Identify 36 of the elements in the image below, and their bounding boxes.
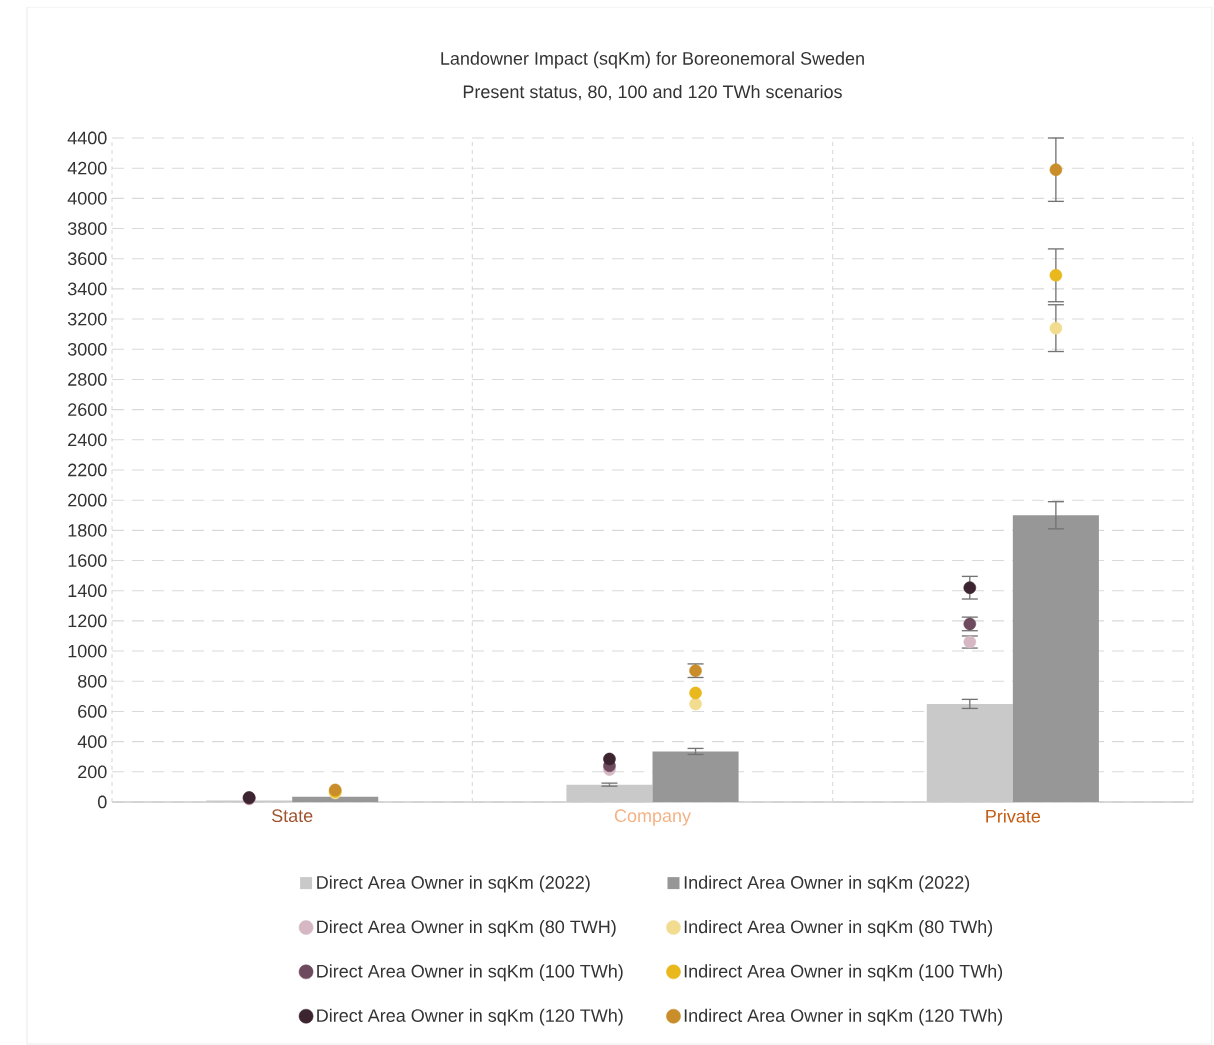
x-tick-label: Private (986, 809, 1041, 823)
y-tick-label: 4000 (67, 191, 107, 205)
y-tick-label: 3200 (67, 312, 107, 326)
y-tick-label: 0 (97, 795, 107, 809)
chart-subtitle: Present status, 80, 100 and 120 TWh scenarios (463, 84, 842, 101)
y-tick-label: 4200 (67, 161, 107, 175)
y-tick-label: 200 (78, 765, 107, 779)
legend-label: Direct Area Owner in sqKm (80 TWH) (317, 919, 616, 937)
legend-label: Indirect Area Owner in sqKm (80 TWh) (684, 919, 993, 937)
y-tick-label: 800 (78, 674, 107, 688)
y-tick-label: 4400 (67, 131, 107, 145)
y-tick-label: 2200 (68, 463, 107, 477)
y-tick-label: 3400 (67, 282, 107, 296)
y-tick-label: 3600 (67, 252, 107, 266)
legend-label: Direct Area Owner in sqKm (120 TWh) (317, 1008, 623, 1026)
y-tick-label: 1000 (68, 644, 107, 658)
legend-label: Direct Area Owner in sqKm (100 TWh) (317, 964, 623, 982)
legend-label: Direct Area Owner in sqKm (2022) (317, 875, 590, 893)
y-tick-label: 1600 (68, 554, 107, 567)
chart-title: Landowner Impact (sqKm) for Boreonemoral Sweden (441, 51, 864, 69)
legend-label: Indirect Area Owner in sqKm (2022) (684, 875, 970, 893)
y-tick-label: 400 (77, 735, 107, 748)
y-tick-label: 2800 (68, 373, 107, 386)
y-tick-label: 3800 (67, 222, 107, 235)
legend-label: Indirect Area Owner in sqKm (100 TWh) (684, 964, 1003, 982)
y-tick-label: 600 (78, 705, 107, 718)
x-tick-label: State (271, 809, 313, 823)
y-tick-label: 1200 (68, 614, 107, 628)
y-tick-label: 1800 (68, 523, 107, 537)
y-tick-label: 3000 (67, 342, 107, 356)
y-tick-label: 2400 (68, 433, 107, 447)
y-tick-label: 2000 (68, 493, 107, 507)
y-tick-label: 1400 (68, 584, 107, 598)
legend-label: Indirect Area Owner in sqKm (120 TWh) (684, 1008, 1003, 1026)
x-tick-label: Company (614, 809, 691, 826)
y-tick-label: 2600 (68, 403, 107, 416)
